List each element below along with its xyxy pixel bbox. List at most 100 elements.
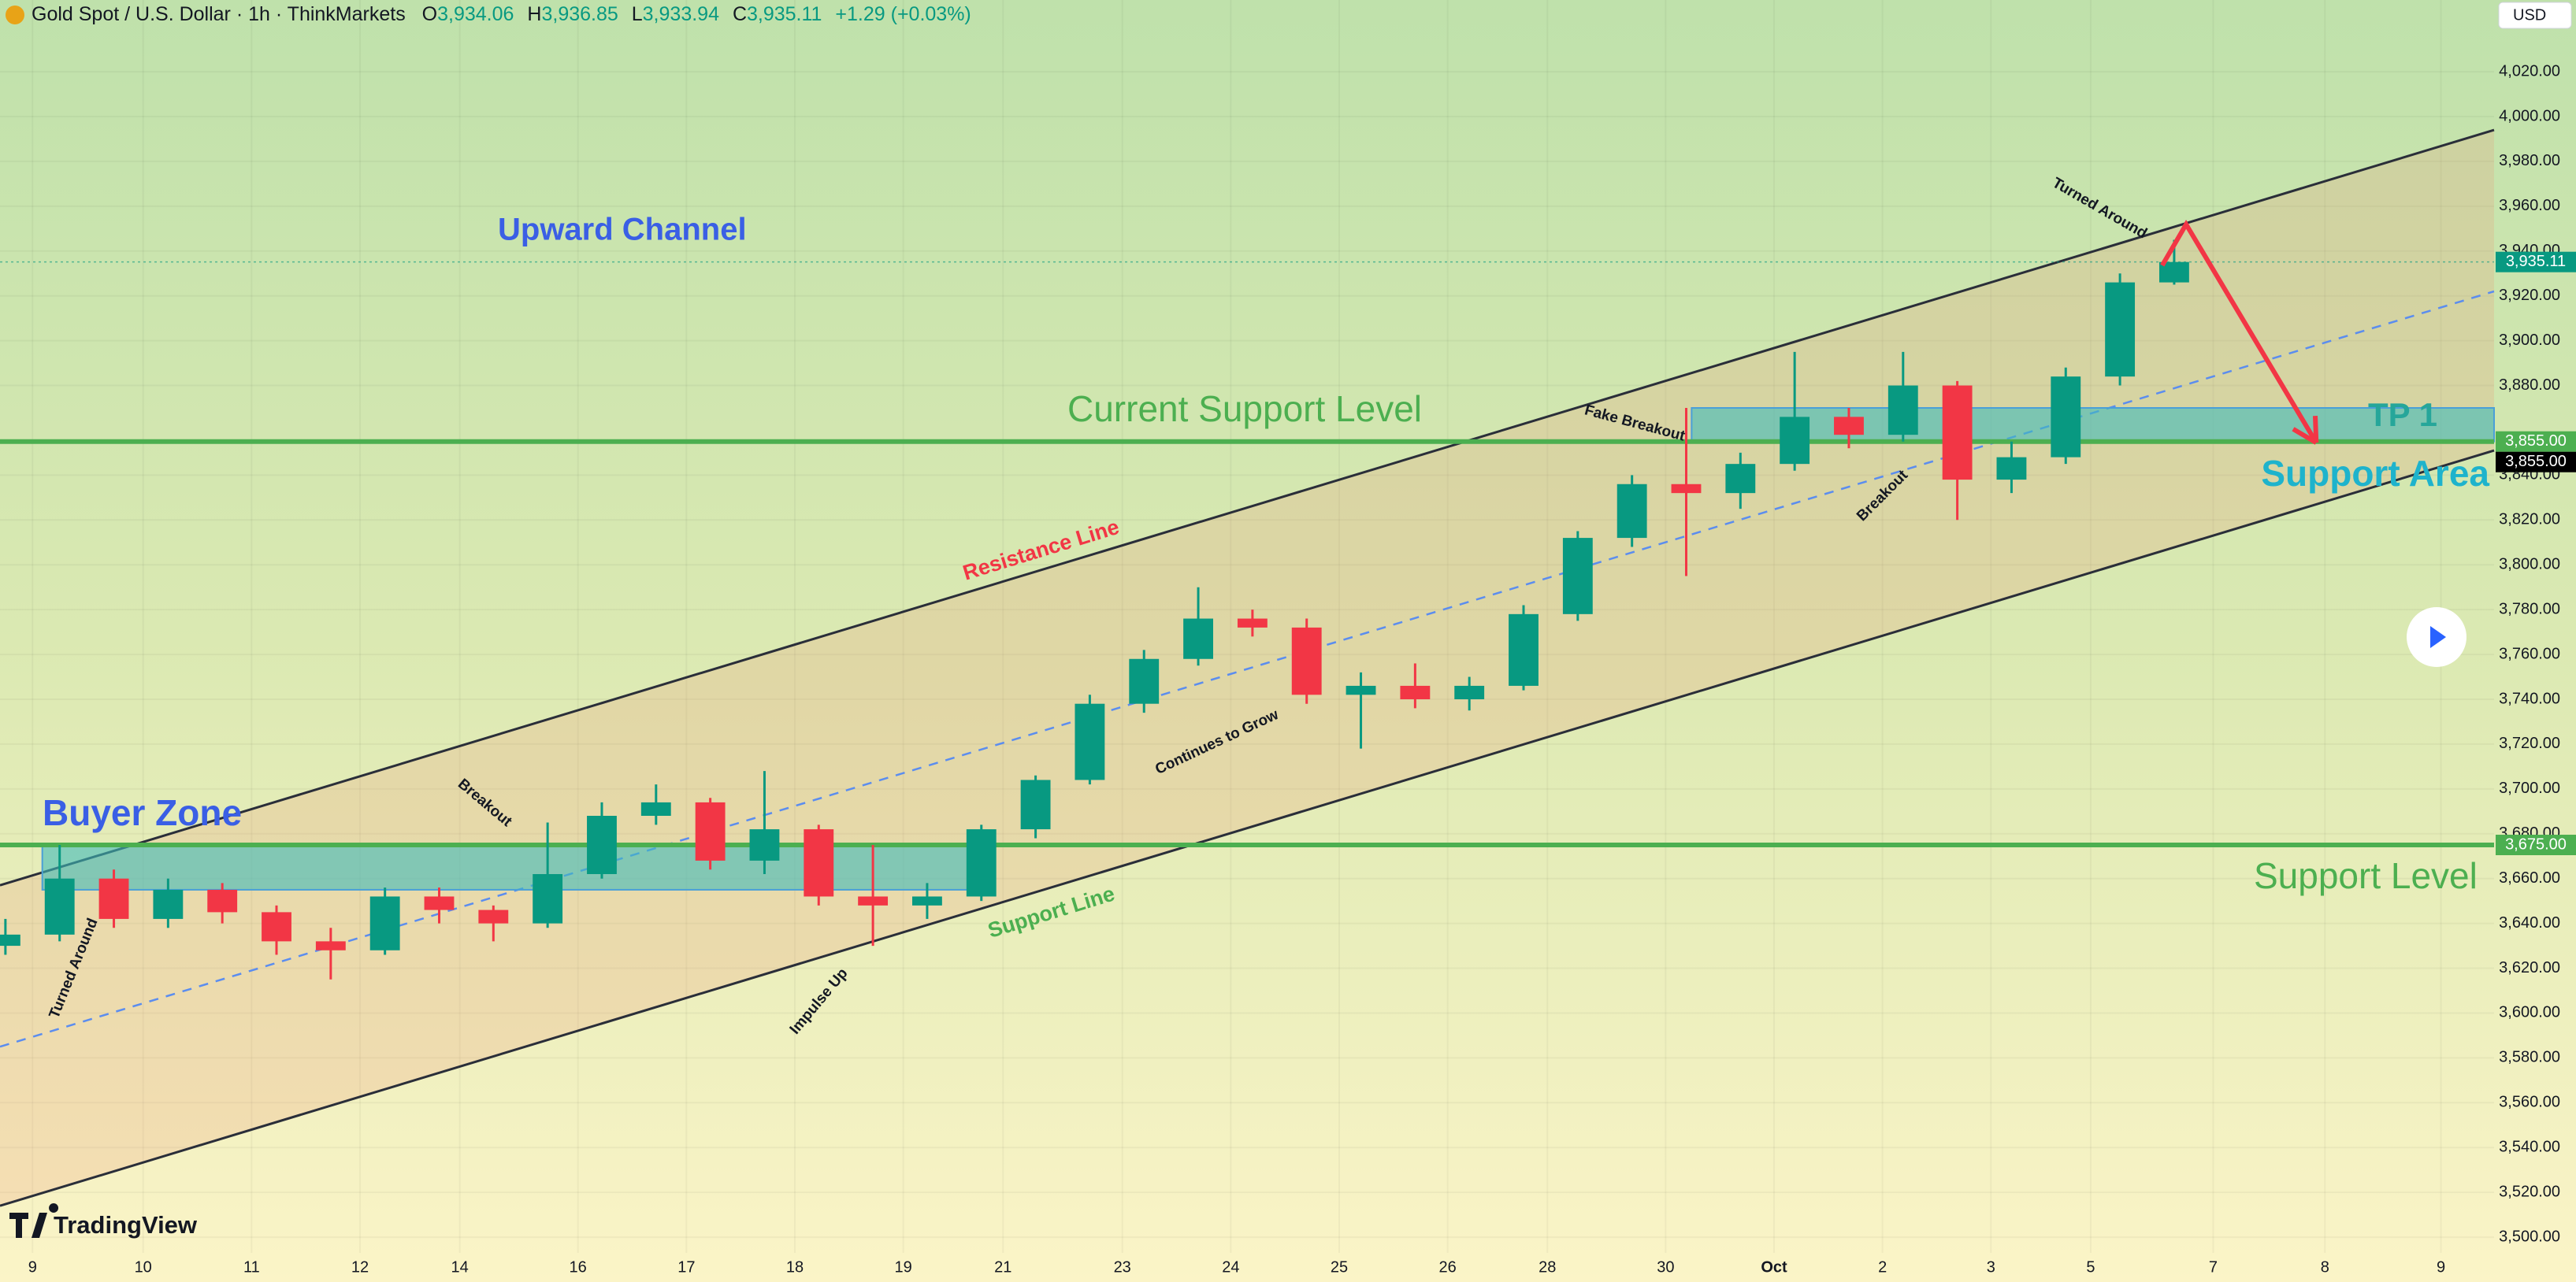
annotation: Buyer Zone (43, 792, 242, 833)
y-tick-label: 3,780.00 (2499, 600, 2560, 617)
candle-body (858, 896, 889, 906)
currency[interactable]: USD (2513, 6, 2546, 24)
projection-arrow (2160, 219, 2318, 444)
candle-body (1346, 685, 1376, 695)
annotation: Support Area (2261, 453, 2489, 494)
x-tick-label: 14 (451, 1258, 469, 1276)
annotation: Support Level (2254, 855, 2478, 896)
candle-body (1509, 613, 1539, 686)
candle-body (2051, 376, 2081, 458)
y-tick-label: 3,600.00 (2499, 1004, 2560, 1021)
candle-body (1237, 618, 1268, 628)
header: Gold Spot / U.S. Dollar · 1h · ThinkMark… (32, 3, 971, 25)
ohlc-key: L (632, 3, 643, 25)
ohlc-value: 3,933.94 (643, 3, 719, 25)
x-tick-label: 24 (1222, 1258, 1239, 1276)
x-tick-label: 17 (677, 1258, 695, 1276)
x-tick-label: 5 (2086, 1258, 2095, 1276)
x-tick-label: 8 (2321, 1258, 2329, 1276)
candle-body (153, 889, 184, 919)
zone (41, 844, 987, 891)
price-tag-label: 3,855.00 (2505, 432, 2567, 450)
candle-body (1671, 484, 1702, 494)
x-tick-label: 16 (570, 1258, 587, 1276)
ohlc-value: 3,934.06 (437, 3, 514, 25)
x-tick-label: 3 (1987, 1258, 1995, 1276)
brand: TradingView (54, 1211, 198, 1239)
arrow-head (2312, 416, 2319, 443)
y-tick-label: 3,580.00 (2499, 1049, 2560, 1066)
price-tag-label: 3,855.00 (2505, 453, 2567, 470)
y-tick-label: 3,820.00 (2499, 511, 2560, 528)
y-tick-label: 3,720.00 (2499, 735, 2560, 752)
channel-upper (0, 128, 2495, 887)
candle-body (0, 934, 20, 947)
price-tag-label: 3,675.00 (2505, 836, 2567, 853)
y-tick-label: 3,900.00 (2499, 332, 2560, 349)
x-tick-label: 21 (994, 1258, 1011, 1276)
y-tick-label: 3,960.00 (2499, 197, 2560, 214)
y-tick-label: 3,800.00 (2499, 556, 2560, 573)
symbol: Gold Spot / U.S. Dollar · 1h · ThinkMark… (32, 3, 406, 25)
price-tag-label: 3,935.11 (2506, 253, 2566, 270)
y-tick-label: 3,640.00 (2499, 914, 2560, 932)
candle-body (98, 878, 129, 919)
candle-body (1562, 538, 1593, 614)
x-tick-label: 2 (1878, 1258, 1887, 1276)
annotation: TP 1 (2368, 396, 2437, 433)
x-tick-label: 7 (2209, 1258, 2218, 1276)
x-tick-label: 9 (28, 1258, 37, 1276)
candle-body (1616, 484, 1647, 539)
candle-body (1780, 417, 1810, 465)
x-tick-label: 12 (351, 1258, 369, 1276)
candle-body (262, 912, 291, 942)
channel-lower (0, 449, 2495, 1207)
candle-body (44, 878, 75, 935)
play-icon[interactable] (2430, 626, 2446, 648)
candle-body (911, 896, 942, 906)
play-button[interactable] (2407, 607, 2467, 667)
x-tick-label: 25 (1331, 1258, 1348, 1276)
x-tick-label: 26 (1439, 1258, 1457, 1276)
price-tag (2496, 251, 2576, 272)
candle-body (1129, 658, 1160, 704)
candle-body (749, 829, 780, 861)
candle-body (1887, 385, 1918, 435)
candle-body (1454, 685, 1485, 699)
candle-body (369, 896, 400, 950)
y-tick-label: 4,020.00 (2499, 62, 2560, 80)
x-tick-label: 18 (786, 1258, 804, 1276)
y-tick-label: 3,540.00 (2499, 1139, 2560, 1156)
x-tick-label: 28 (1539, 1258, 1556, 1276)
y-tick-label: 3,560.00 (2499, 1094, 2560, 1111)
y-tick-label: 3,920.00 (2499, 287, 2560, 304)
ohlc-key: O (422, 3, 437, 25)
change: +1.29 (+0.03%) (835, 3, 971, 25)
price-tag (2496, 431, 2576, 452)
x-tick-label: Oct (1761, 1258, 1787, 1276)
logo-mark (9, 1203, 59, 1238)
candle-body (424, 896, 455, 910)
currency-button[interactable] (2498, 2, 2572, 29)
y-tick-label: 3,760.00 (2499, 645, 2560, 662)
candle-body (1834, 417, 1864, 435)
y-tick-label: 3,880.00 (2499, 376, 2560, 394)
ohlc-value: 3,935.11 (747, 3, 822, 25)
y-tick-label: 3,660.00 (2499, 869, 2560, 887)
candle-body (695, 802, 726, 861)
y-tick-label: 3,740.00 (2499, 690, 2560, 707)
y-tick-label: 3,700.00 (2499, 780, 2560, 797)
ohlc-value: 3,936.85 (541, 3, 618, 25)
y-tick-label: 4,000.00 (2499, 107, 2560, 124)
ohlc-key: H (527, 3, 541, 25)
candle-body (1400, 685, 1431, 699)
candle-body (1020, 780, 1051, 830)
candle-body (640, 802, 671, 816)
price-tag (2496, 835, 2576, 855)
candle-body (533, 874, 563, 924)
candle-body (804, 829, 834, 897)
candle-body (2105, 282, 2136, 377)
